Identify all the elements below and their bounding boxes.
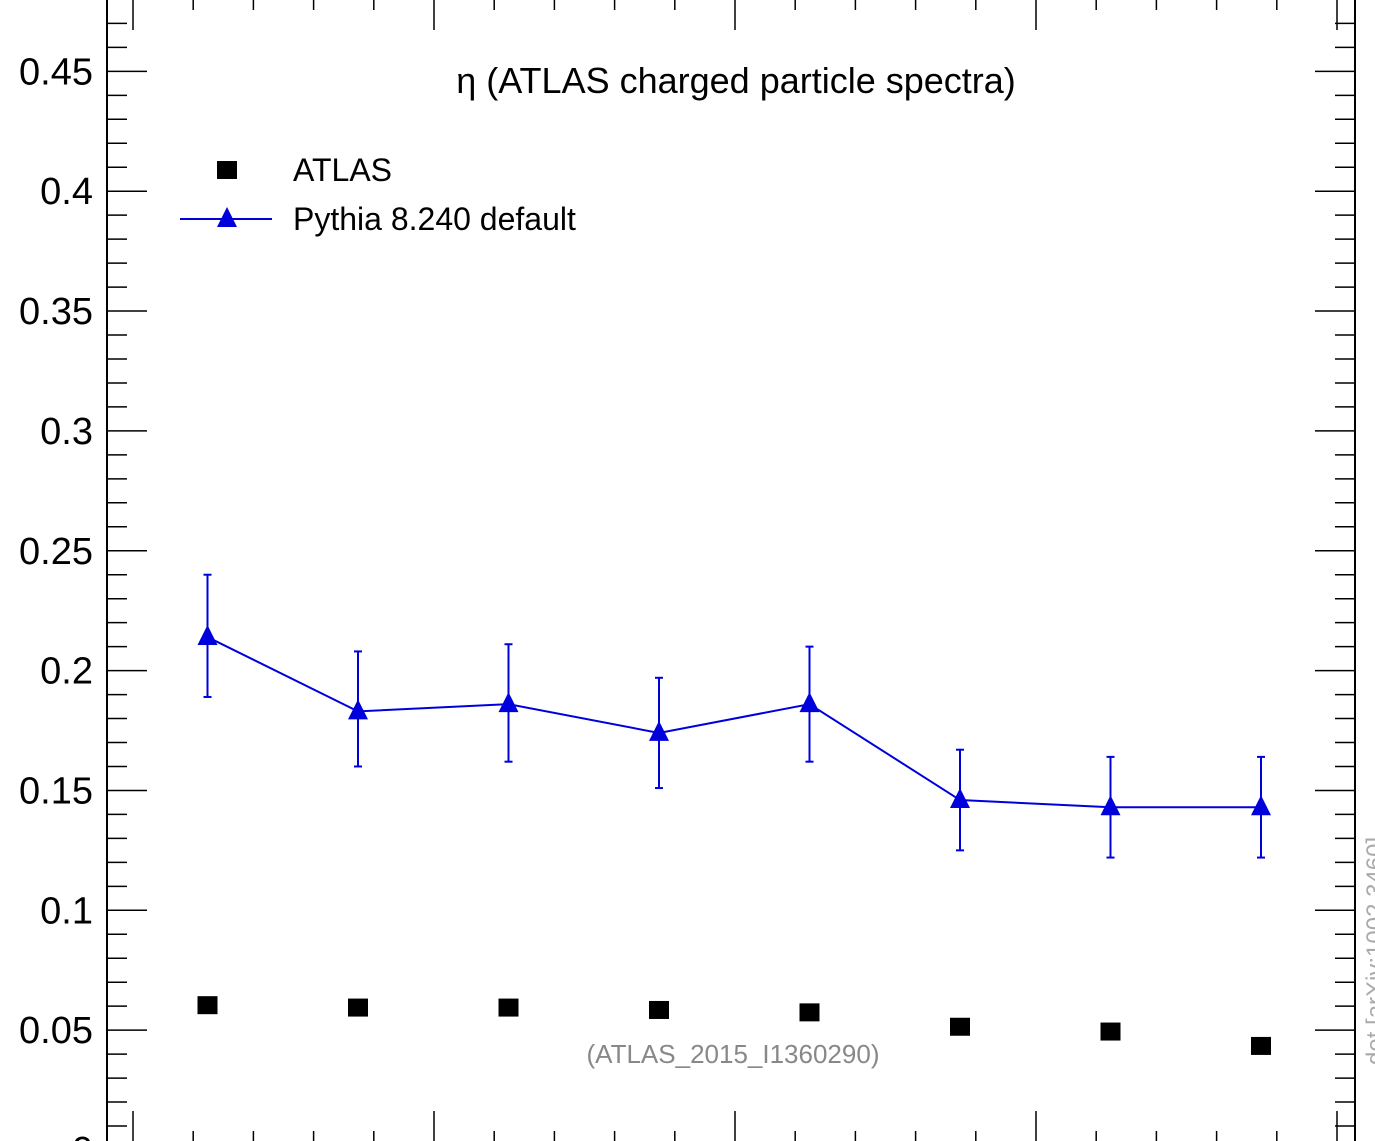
data-point [348,998,368,1017]
legend-label-pythia: Pythia 8.240 default [293,201,576,237]
data-point [799,692,820,713]
legend-label-atlas: ATLAS [293,152,392,188]
legend-marker-pythia [217,207,237,227]
data-point [950,788,970,809]
y-tick-labels: 0 0.05 0.1 0.15 0.2 0.25 0.3 0.35 0.4 0.45 [19,51,93,1141]
data-point [950,1017,970,1036]
series-line [207,636,1261,809]
series-pythia-8-240-default [197,573,1271,859]
y-tick-label: 0 [72,1130,93,1141]
data-point [1251,795,1271,816]
data-point [498,998,519,1017]
y-tick-label: 0.15 [19,770,93,812]
data-point [498,692,519,713]
series-atlas [197,996,1271,1055]
y-tick-label: 0.3 [40,411,93,453]
analysis-reference: (ATLAS_2015_I1360290) [587,1039,880,1069]
series-layer [197,573,1271,1055]
data-point [799,1003,820,1022]
data-point [1100,1022,1121,1041]
y-tick-label: 0.4 [40,171,93,213]
data-point [197,625,218,646]
side-reference-label: ...det [arXiv:1002.3460] [1362,837,1375,1085]
y-tick-label: 0.1 [40,890,93,932]
legend: ATLAS Pythia 8.240 default [180,152,576,237]
data-point [1251,1036,1271,1055]
data-point [649,720,669,741]
data-point [348,699,368,720]
data-point [649,1000,669,1019]
data-point [197,996,218,1015]
y-tick-label: 0.35 [19,291,93,333]
legend-marker-atlas [217,161,237,179]
y-tick-label: 0.45 [19,51,93,93]
axis-ticks [107,0,1355,1141]
chart-title: η (ATLAS charged particle spectra) [456,60,1016,101]
y-tick-label: 0.25 [19,531,93,573]
data-point [1100,795,1121,816]
y-tick-label: 0.2 [40,651,93,693]
y-tick-label: 0.05 [19,1010,93,1052]
